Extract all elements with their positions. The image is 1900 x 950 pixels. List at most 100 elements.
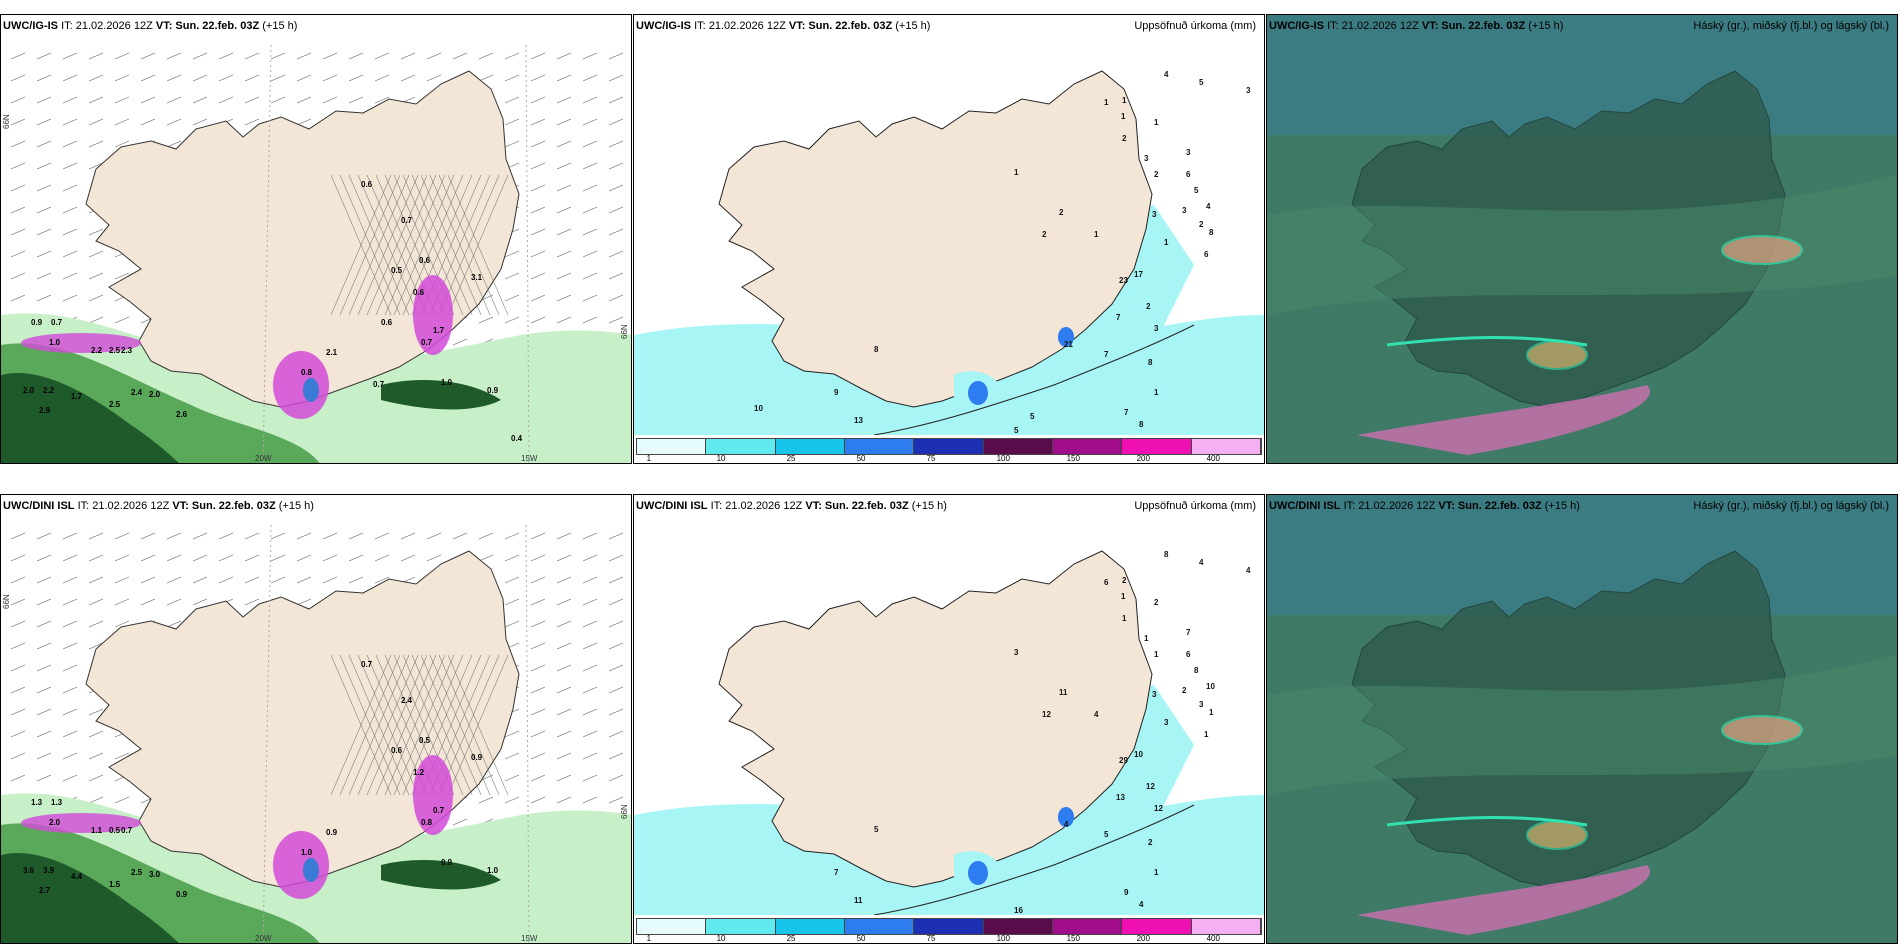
wind-barb (530, 250, 546, 258)
wind-barb (36, 730, 52, 738)
wind-barb (270, 52, 286, 60)
precip-max (968, 381, 988, 405)
wind-barb (62, 708, 78, 716)
snow-blob (21, 813, 141, 833)
snow-blob (273, 351, 329, 419)
model-name: UWC/DINI ISL (636, 500, 708, 512)
wind-barb (504, 576, 520, 584)
wind-barb (88, 118, 104, 126)
wind-barb (114, 598, 130, 606)
wind-barb (582, 752, 598, 760)
wind-barb (10, 752, 26, 760)
lon-label-20w: 20W (255, 934, 272, 943)
precip-value-label: 2 (1122, 576, 1127, 585)
wind-barb (608, 316, 624, 324)
lead-time: (+15 h) (1528, 20, 1564, 32)
wind-barb (556, 554, 572, 562)
init-time: IT: 21.02.2026 12Z (1327, 20, 1419, 32)
hatch-line (402, 174, 464, 316)
snow-value-label: 3.1 (471, 273, 483, 282)
precip-area-dark (1, 853, 179, 943)
precip-value-label: 3 (1246, 86, 1251, 95)
wind-barb (114, 620, 130, 628)
precip-value-label: 1 (1121, 592, 1126, 601)
precip-value-label: 4 (1199, 558, 1204, 567)
precip-value-label: 11 (854, 896, 863, 905)
precip-value-label: 13 (1116, 793, 1125, 802)
lead-time: (+15 h) (895, 20, 931, 32)
wind-barb (10, 598, 26, 606)
wind-barb (10, 664, 26, 672)
model-name: UWC/IG-IS (3, 20, 58, 32)
wind-barb (10, 708, 26, 716)
cloud-panel-header: UWC/IG-IS IT: 21.02.2026 12Z VT: Sun. 22… (1267, 15, 1897, 37)
wind-barb (556, 796, 572, 804)
wind-barb (582, 708, 598, 716)
wind-barb (114, 74, 130, 82)
mid-cloud-band (1267, 175, 1897, 315)
wind-barb (556, 206, 572, 214)
wind-barb (608, 752, 624, 760)
wind-barb (556, 74, 572, 82)
snow-map: 0.9 0.71.02.2 2.5 2.32.0 2.21.72.92.52.4 2.02… (1, 15, 631, 463)
valid-time-label: VT: (1421, 20, 1439, 32)
wind-barb (400, 74, 416, 82)
wind-barb (348, 74, 364, 82)
hatch-line (393, 174, 455, 316)
precip-max (968, 861, 988, 885)
legend-swatch (983, 919, 1053, 934)
legend-label: 10 (716, 454, 726, 463)
wind-barb (322, 74, 338, 82)
wind-barb (36, 272, 52, 280)
precip-value-label: 21 (1064, 340, 1073, 349)
precip-value-label: 16 (1014, 906, 1023, 915)
wind-barb (608, 228, 624, 236)
lon-label-15w: 15W (521, 934, 538, 943)
precip-value-label: 8 (1148, 358, 1153, 367)
wind-barb (36, 118, 52, 126)
wind-barb (10, 162, 26, 170)
wind-barb (36, 228, 52, 236)
wind-barb (114, 96, 130, 104)
wind-barb (530, 576, 546, 584)
wind-barb (36, 532, 52, 540)
wind-barb (582, 316, 598, 324)
snow-panel-header: UWC/IG-IS IT: 21.02.2026 12Z VT: Sun. 22… (1, 15, 631, 37)
precip-panel-header: UWC/IG-IS IT: 21.02.2026 12Z VT: Sun. 22… (634, 15, 1264, 37)
init-time: IT: 21.02.2026 12Z (77, 500, 170, 512)
wind-barb (400, 52, 416, 60)
legend-swatch (914, 919, 984, 934)
wind-barb (10, 52, 26, 60)
valid-time: Sun. 22.feb. 03Z (1457, 500, 1542, 512)
lon-label-15w: 15W (521, 454, 538, 463)
wind-barb (582, 532, 598, 540)
hatch-line (330, 174, 392, 316)
wind-barb (36, 642, 52, 650)
wind-barb (36, 664, 52, 672)
wind-barb (556, 620, 572, 628)
wind-barb (244, 118, 260, 126)
snow-map: 1.3 1.32.01.1 0.5 0.73.6 3.94.42.71.52.5 3.00… (1, 495, 631, 943)
wind-barb (426, 52, 442, 60)
valid-time: Sun. 22.feb. 03Z (808, 20, 893, 32)
legend-label: 400 (1206, 454, 1220, 463)
wind-barb (582, 294, 598, 302)
snow-value-label: 0.7 (421, 338, 433, 347)
precip-value-label: 2 (1146, 302, 1151, 311)
wind-barb (348, 554, 364, 562)
wind-barb (62, 664, 78, 672)
low-cloud-blob (1357, 865, 1651, 935)
wind-barb (62, 228, 78, 236)
wind-barb (296, 74, 312, 82)
wind-barb (374, 96, 390, 104)
wind-barb (608, 730, 624, 738)
precip-value-label: 10 (754, 404, 763, 413)
snow-value-label: 1.5 (109, 880, 121, 889)
snow-hatch (330, 654, 509, 796)
wind-barb (166, 52, 182, 60)
precip-value-label: 7 (1116, 313, 1121, 322)
snow-value-label: 2.5 (131, 868, 143, 877)
wind-barb (608, 686, 624, 694)
wind-barb (218, 576, 234, 584)
